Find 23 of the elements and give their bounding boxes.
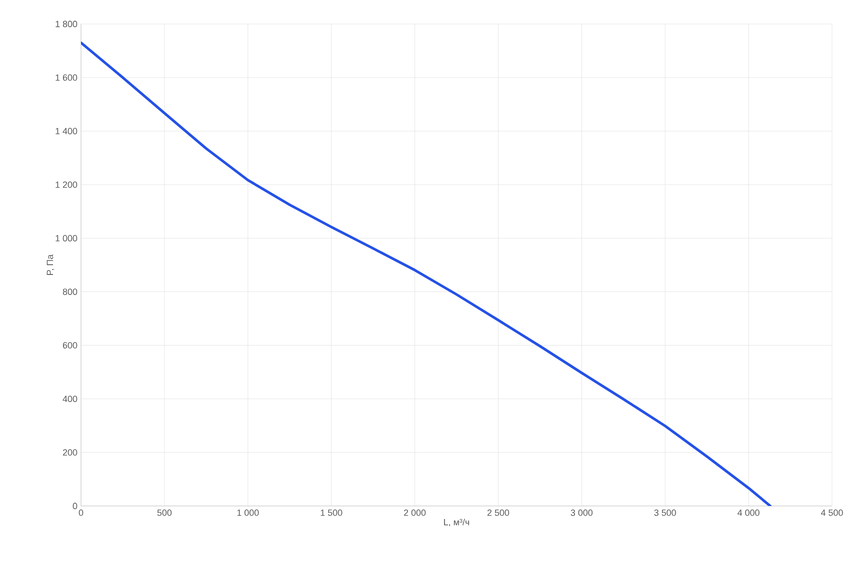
y-tick-label: 1 400 <box>56 128 78 134</box>
x-tick-label: 3 500 <box>654 510 676 516</box>
y-tick-label: 200 <box>62 449 78 456</box>
x-tick-label: 500 <box>157 510 172 516</box>
x-tick-label: 3 000 <box>570 510 593 516</box>
x-tick-label: 4 000 <box>738 510 760 516</box>
x-tick-label: 1 500 <box>320 510 342 516</box>
x-tick-label: 2 500 <box>487 510 510 516</box>
x-axis-title: L, м³/ч <box>444 518 470 526</box>
y-tick-label: 800 <box>62 288 78 295</box>
y-tick-label: 1 200 <box>56 181 78 188</box>
y-tick-label: 1 000 <box>56 235 78 242</box>
x-tick-label: 2 000 <box>404 510 426 516</box>
x-tick-label: 0 <box>78 510 84 516</box>
x-tick-label: 1 000 <box>237 510 259 516</box>
y-axis-title: P, Па <box>46 254 54 275</box>
y-tick-label: 1 600 <box>56 74 78 81</box>
y-tick-label: 1 800 <box>56 20 78 28</box>
line-series <box>81 41 772 506</box>
y-tick-label: 400 <box>62 396 78 402</box>
y-tick-label: 0 <box>72 502 78 510</box>
x-tick-label: 4 500 <box>820 510 843 516</box>
y-tick-label: 600 <box>62 342 78 348</box>
